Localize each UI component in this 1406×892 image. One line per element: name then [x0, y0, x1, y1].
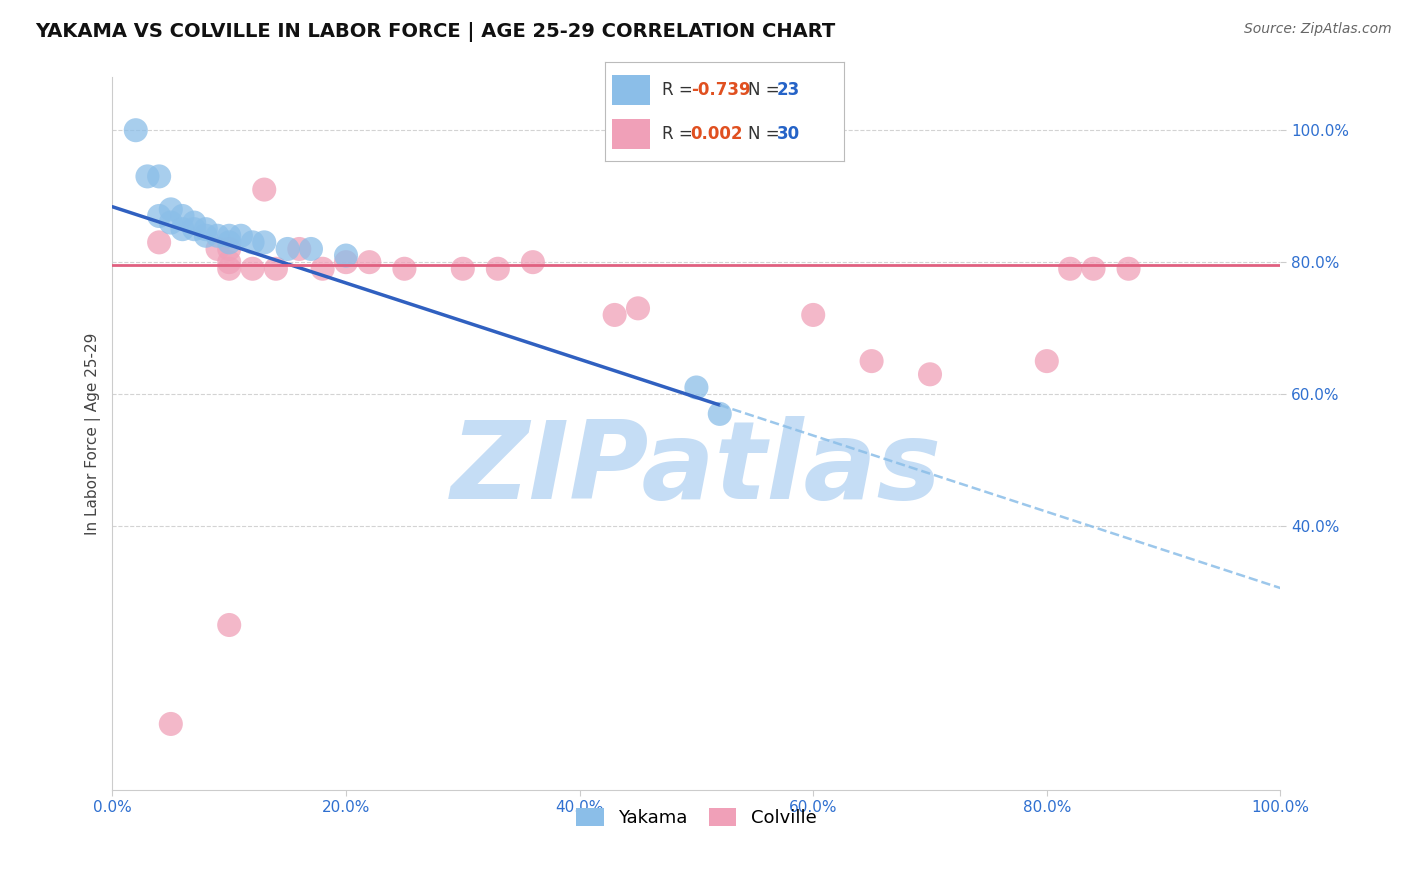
Point	[264, 261, 287, 276]
Text: ZIPatlas: ZIPatlas	[451, 417, 942, 523]
Point	[253, 235, 276, 250]
Point	[1059, 261, 1081, 276]
Point	[125, 123, 148, 137]
Point	[311, 261, 333, 276]
Point	[709, 407, 731, 421]
Point	[335, 255, 357, 269]
Y-axis label: In Labor Force | Age 25-29: In Labor Force | Age 25-29	[86, 333, 101, 535]
Point	[218, 235, 240, 250]
Point	[359, 255, 381, 269]
Point	[918, 368, 941, 382]
Point	[148, 169, 170, 184]
Point	[685, 123, 707, 137]
Point	[148, 235, 170, 250]
Point	[229, 228, 252, 243]
Text: 23: 23	[776, 81, 800, 99]
Point	[522, 255, 544, 269]
Point	[860, 354, 883, 368]
Text: N =: N =	[748, 125, 785, 143]
Text: N =: N =	[748, 81, 785, 99]
Point	[159, 717, 181, 731]
Point	[136, 169, 159, 184]
Point	[172, 209, 194, 223]
Point	[394, 261, 416, 276]
Point	[1118, 261, 1140, 276]
Point	[207, 228, 229, 243]
FancyBboxPatch shape	[612, 75, 650, 104]
Point	[1036, 354, 1059, 368]
Point	[685, 380, 707, 394]
Legend: Yakama, Colville: Yakama, Colville	[569, 800, 824, 834]
Point	[218, 255, 240, 269]
Point	[486, 261, 509, 276]
Point	[277, 242, 299, 256]
Point	[194, 228, 217, 243]
Point	[194, 222, 217, 236]
FancyBboxPatch shape	[612, 120, 650, 149]
Text: 0.002: 0.002	[690, 125, 744, 143]
Point	[159, 202, 181, 217]
Point	[183, 216, 205, 230]
Point	[183, 222, 205, 236]
Point	[627, 301, 650, 316]
Point	[603, 308, 626, 322]
Point	[172, 222, 194, 236]
Point	[218, 261, 240, 276]
Point	[299, 242, 322, 256]
Text: -0.739: -0.739	[690, 81, 751, 99]
Point	[218, 228, 240, 243]
Point	[218, 618, 240, 632]
Text: Source: ZipAtlas.com: Source: ZipAtlas.com	[1244, 22, 1392, 37]
Point	[159, 216, 181, 230]
Point	[801, 308, 824, 322]
Point	[755, 123, 778, 137]
Point	[697, 123, 720, 137]
Point	[288, 242, 311, 256]
Point	[1083, 261, 1105, 276]
Point	[253, 183, 276, 197]
Point	[335, 249, 357, 263]
Text: R =: R =	[662, 81, 697, 99]
Text: R =: R =	[662, 125, 697, 143]
Point	[207, 242, 229, 256]
Text: YAKAMA VS COLVILLE IN LABOR FORCE | AGE 25-29 CORRELATION CHART: YAKAMA VS COLVILLE IN LABOR FORCE | AGE …	[35, 22, 835, 42]
Point	[218, 242, 240, 256]
Point	[148, 209, 170, 223]
Text: 30: 30	[776, 125, 800, 143]
Point	[451, 261, 474, 276]
Point	[242, 261, 264, 276]
Point	[242, 235, 264, 250]
